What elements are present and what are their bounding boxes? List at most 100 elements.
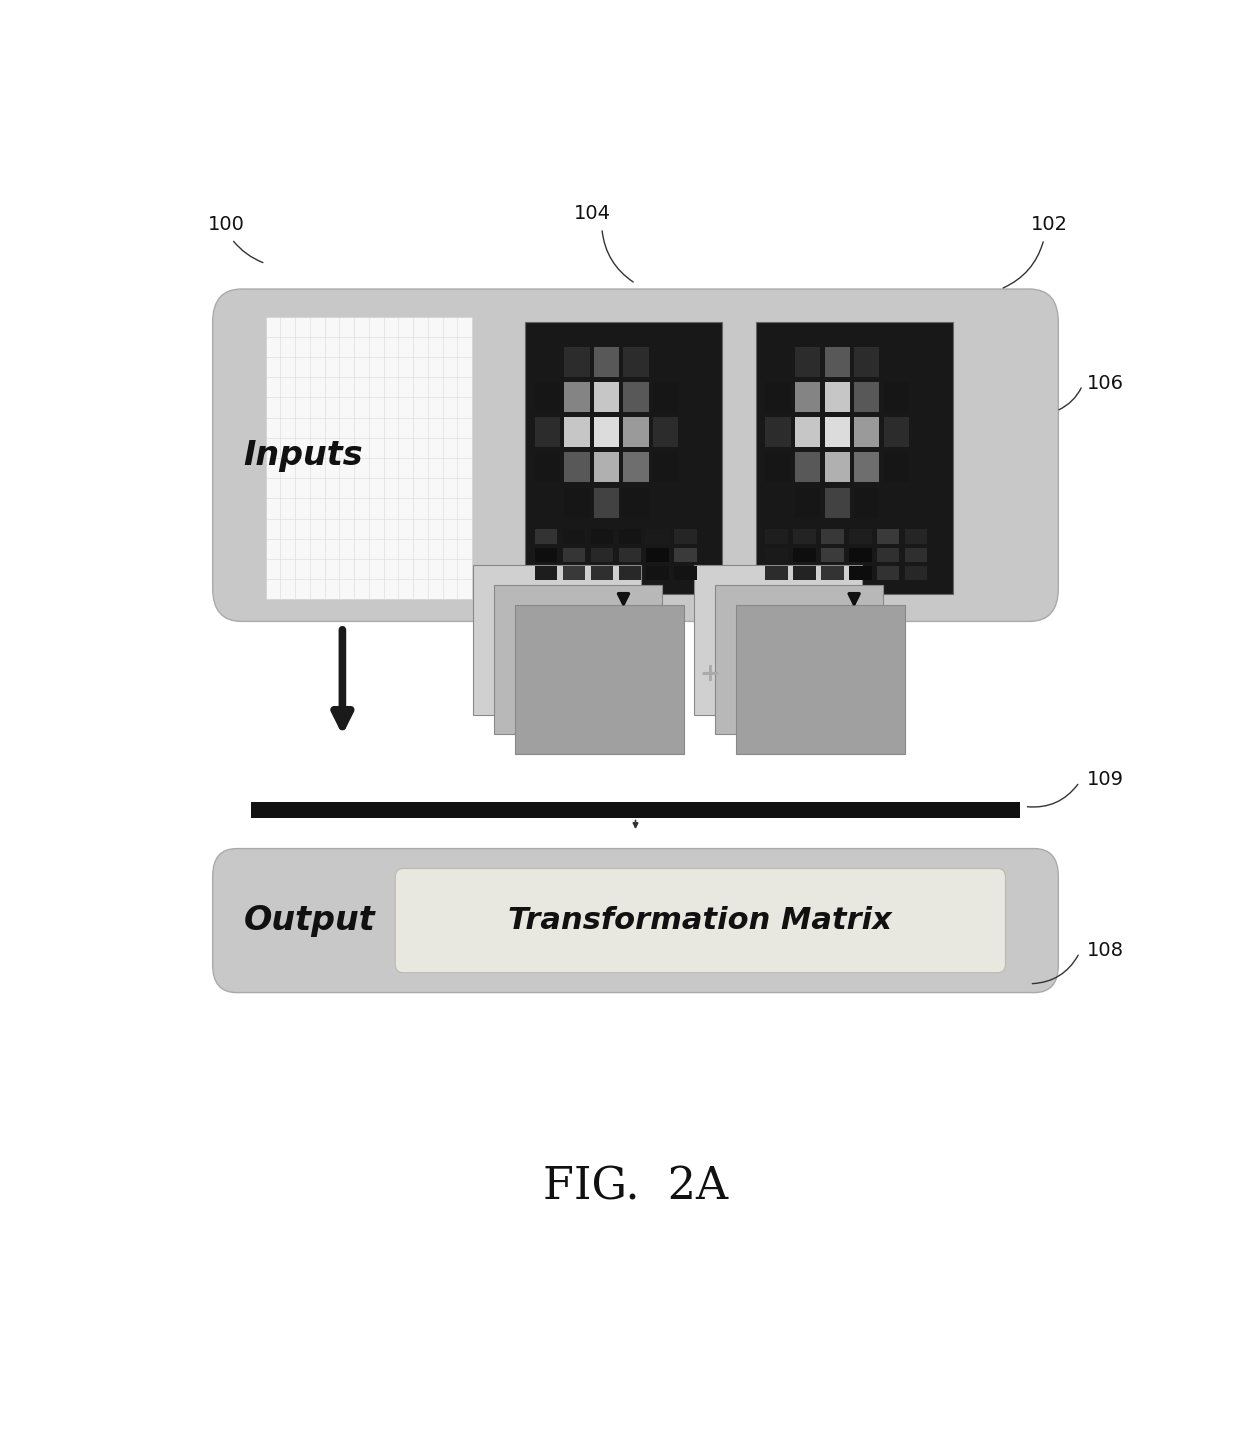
- FancyBboxPatch shape: [653, 452, 678, 482]
- FancyBboxPatch shape: [250, 802, 1019, 817]
- FancyBboxPatch shape: [877, 530, 899, 544]
- FancyBboxPatch shape: [849, 548, 872, 563]
- FancyBboxPatch shape: [905, 530, 928, 544]
- FancyBboxPatch shape: [534, 548, 557, 563]
- Text: 102: 102: [1030, 214, 1068, 233]
- FancyBboxPatch shape: [563, 530, 585, 544]
- Text: Inputs: Inputs: [243, 439, 363, 472]
- FancyBboxPatch shape: [794, 548, 816, 563]
- Text: 106: 106: [1087, 374, 1125, 393]
- FancyBboxPatch shape: [624, 452, 649, 482]
- FancyBboxPatch shape: [534, 566, 557, 580]
- FancyBboxPatch shape: [795, 417, 820, 448]
- FancyBboxPatch shape: [765, 381, 791, 412]
- FancyBboxPatch shape: [905, 566, 928, 580]
- FancyBboxPatch shape: [905, 548, 928, 563]
- FancyBboxPatch shape: [849, 566, 872, 580]
- FancyBboxPatch shape: [794, 530, 816, 544]
- FancyBboxPatch shape: [694, 566, 862, 715]
- FancyBboxPatch shape: [795, 452, 820, 482]
- FancyBboxPatch shape: [594, 417, 619, 448]
- Text: 109: 109: [1087, 770, 1125, 790]
- FancyBboxPatch shape: [624, 417, 649, 448]
- FancyBboxPatch shape: [825, 381, 849, 412]
- FancyBboxPatch shape: [825, 488, 849, 518]
- Text: 104: 104: [574, 203, 611, 223]
- FancyBboxPatch shape: [590, 530, 613, 544]
- FancyBboxPatch shape: [795, 488, 820, 518]
- FancyBboxPatch shape: [854, 488, 879, 518]
- Text: Transformation Matrix: Transformation Matrix: [508, 907, 893, 935]
- FancyBboxPatch shape: [765, 566, 787, 580]
- FancyBboxPatch shape: [765, 548, 787, 563]
- FancyBboxPatch shape: [594, 488, 619, 518]
- FancyBboxPatch shape: [675, 530, 697, 544]
- FancyBboxPatch shape: [646, 566, 668, 580]
- FancyBboxPatch shape: [594, 347, 619, 377]
- FancyBboxPatch shape: [619, 566, 641, 580]
- FancyBboxPatch shape: [755, 322, 952, 594]
- FancyBboxPatch shape: [795, 347, 820, 377]
- FancyBboxPatch shape: [821, 548, 843, 563]
- FancyBboxPatch shape: [525, 322, 722, 594]
- FancyBboxPatch shape: [854, 417, 879, 448]
- FancyBboxPatch shape: [825, 417, 849, 448]
- Text: 108: 108: [1087, 941, 1125, 960]
- FancyBboxPatch shape: [765, 530, 787, 544]
- FancyBboxPatch shape: [265, 317, 472, 599]
- FancyBboxPatch shape: [646, 530, 668, 544]
- FancyBboxPatch shape: [213, 289, 1058, 622]
- FancyBboxPatch shape: [715, 584, 883, 734]
- Text: Output: Output: [243, 904, 376, 937]
- FancyBboxPatch shape: [821, 566, 843, 580]
- FancyBboxPatch shape: [624, 347, 649, 377]
- FancyBboxPatch shape: [854, 347, 879, 377]
- FancyBboxPatch shape: [675, 566, 697, 580]
- FancyBboxPatch shape: [534, 381, 560, 412]
- FancyBboxPatch shape: [564, 452, 589, 482]
- FancyBboxPatch shape: [825, 347, 849, 377]
- FancyBboxPatch shape: [675, 548, 697, 563]
- Text: 100: 100: [208, 214, 244, 233]
- FancyBboxPatch shape: [854, 452, 879, 482]
- FancyBboxPatch shape: [877, 566, 899, 580]
- FancyBboxPatch shape: [590, 548, 613, 563]
- FancyBboxPatch shape: [765, 452, 791, 482]
- FancyBboxPatch shape: [646, 548, 668, 563]
- FancyBboxPatch shape: [495, 584, 662, 734]
- FancyBboxPatch shape: [619, 530, 641, 544]
- FancyBboxPatch shape: [854, 381, 879, 412]
- FancyBboxPatch shape: [564, 417, 589, 448]
- FancyBboxPatch shape: [884, 417, 909, 448]
- FancyBboxPatch shape: [619, 548, 641, 563]
- FancyBboxPatch shape: [737, 604, 905, 754]
- FancyBboxPatch shape: [474, 566, 641, 715]
- FancyBboxPatch shape: [564, 347, 589, 377]
- FancyBboxPatch shape: [884, 452, 909, 482]
- FancyBboxPatch shape: [765, 417, 791, 448]
- FancyBboxPatch shape: [794, 566, 816, 580]
- FancyBboxPatch shape: [877, 548, 899, 563]
- FancyBboxPatch shape: [563, 548, 585, 563]
- FancyBboxPatch shape: [563, 566, 585, 580]
- FancyBboxPatch shape: [534, 452, 560, 482]
- FancyBboxPatch shape: [396, 869, 1006, 973]
- Text: FIG.  2A: FIG. 2A: [543, 1166, 728, 1209]
- FancyBboxPatch shape: [534, 530, 557, 544]
- FancyBboxPatch shape: [849, 530, 872, 544]
- FancyBboxPatch shape: [653, 381, 678, 412]
- FancyBboxPatch shape: [795, 381, 820, 412]
- FancyBboxPatch shape: [590, 566, 613, 580]
- FancyBboxPatch shape: [624, 488, 649, 518]
- FancyBboxPatch shape: [534, 417, 560, 448]
- FancyBboxPatch shape: [624, 381, 649, 412]
- Text: +: +: [699, 662, 720, 686]
- FancyBboxPatch shape: [594, 381, 619, 412]
- FancyBboxPatch shape: [884, 381, 909, 412]
- FancyBboxPatch shape: [516, 604, 683, 754]
- FancyBboxPatch shape: [594, 452, 619, 482]
- FancyBboxPatch shape: [213, 849, 1058, 993]
- FancyBboxPatch shape: [564, 488, 589, 518]
- FancyBboxPatch shape: [564, 381, 589, 412]
- FancyBboxPatch shape: [653, 417, 678, 448]
